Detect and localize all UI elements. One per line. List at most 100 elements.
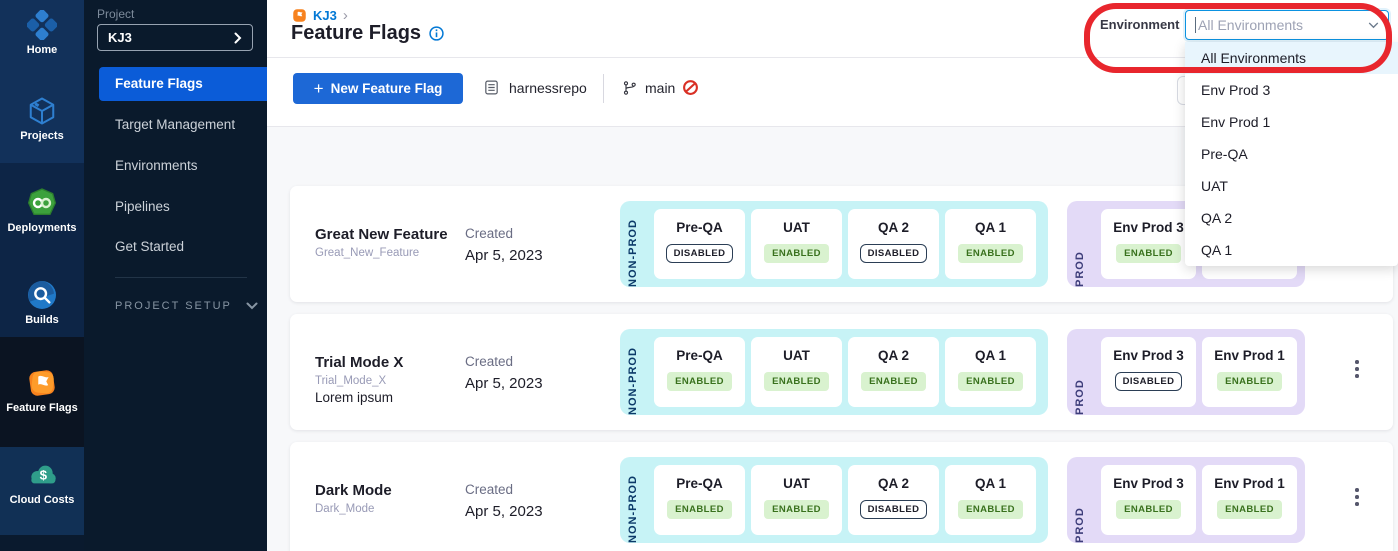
env-state-badge: ENABLED (667, 500, 732, 519)
repo-name: harnessrepo (509, 79, 587, 96)
rail-item-deployments[interactable]: Deployments (0, 186, 84, 234)
env-state-badge: ENABLED (764, 372, 829, 391)
projects-icon (0, 94, 84, 128)
env-option-pre-qa[interactable]: Pre-QA (1201, 146, 1248, 162)
rail-item-label: Feature Flags (6, 402, 78, 414)
env-state-badge: ENABLED (958, 500, 1023, 519)
environment-dropdown-menu: All Environments Env Prod 3 Env Prod 1 P… (1185, 42, 1398, 266)
flag-row-trial-mode-x[interactable]: Trial Mode X Trial_Mode_X Lorem ipsum Cr… (290, 314, 1393, 430)
env-state-badge: ENABLED (1116, 500, 1181, 519)
env-state-badge: ENABLED (1217, 372, 1282, 391)
rail-item-label: Home (26, 44, 58, 56)
breadcrumb: KJ3 › (292, 7, 348, 24)
env-option-all-environments[interactable]: All Environments (1185, 42, 1398, 74)
env-option-qa-1[interactable]: QA 1 (1201, 242, 1233, 258)
created-date: Apr 5, 2023 (465, 247, 543, 264)
env-card-pre-qa[interactable]: Pre-QA DISABLED (654, 209, 745, 279)
deployments-icon (0, 186, 84, 220)
flag-row-dark-mode[interactable]: Dark Mode Dark_Mode Created Apr 5, 2023 … (290, 442, 1393, 551)
flag-name: Great New Feature (315, 226, 448, 243)
env-card-qa-1[interactable]: QA 1 ENABLED (945, 209, 1036, 279)
breadcrumb-project-link[interactable]: KJ3 (313, 8, 337, 23)
rail-item-cloud-costs[interactable]: $ Cloud Costs (0, 458, 84, 506)
project-setup-toggle[interactable]: PROJECT SETUP (115, 300, 258, 312)
env-card-env-prod-3[interactable]: Env Prod 3 DISABLED (1101, 337, 1196, 407)
env-card-uat[interactable]: UAT ENABLED (751, 209, 842, 279)
rail-group-ccm (0, 447, 84, 535)
nonprod-section: NON-PROD Pre-QA ENABLED UAT ENABLED QA 2 EN… (620, 329, 1048, 415)
env-state-badge: ENABLED (958, 244, 1023, 263)
env-state-badge: ENABLED (958, 372, 1023, 391)
created-label: Created (465, 354, 514, 369)
breadcrumb-separator: › (342, 7, 348, 24)
env-card-pre-qa[interactable]: Pre-QA ENABLED (654, 465, 745, 535)
created-label: Created (465, 226, 514, 241)
env-state-badge: ENABLED (861, 372, 926, 391)
sidebar-item-feature-flags[interactable]: Feature Flags (99, 67, 267, 101)
header-divider (267, 57, 1398, 58)
rail-item-label: Cloud Costs (9, 494, 75, 506)
rail-item-feature-flags[interactable]: Feature Flags (0, 366, 84, 414)
svg-text:$: $ (40, 468, 48, 483)
env-state-badge: ENABLED (1116, 244, 1181, 263)
env-option-env-prod-1[interactable]: Env Prod 1 (1201, 114, 1271, 130)
rail-item-builds[interactable]: Builds (0, 278, 84, 326)
row-menu-kebab-icon[interactable] (1350, 488, 1364, 512)
sidebar-item-pipelines[interactable]: Pipelines (115, 199, 170, 214)
new-feature-flag-button[interactable]: + New Feature Flag (293, 73, 463, 104)
builds-icon (0, 278, 84, 312)
env-card-qa-2[interactable]: QA 2 DISABLED (848, 465, 939, 535)
flag-id: Dark_Mode (315, 503, 375, 515)
repo-selector[interactable]: harnessrepo (483, 79, 587, 96)
env-option-env-prod-3[interactable]: Env Prod 3 (1201, 82, 1271, 98)
env-state-badge: DISABLED (1114, 372, 1183, 391)
flag-id: Trial_Mode_X (315, 375, 387, 387)
rail-item-label: Deployments (7, 222, 77, 234)
env-state-badge: DISABLED (859, 244, 928, 263)
env-card-env-prod-3[interactable]: Env Prod 3 ENABLED (1101, 209, 1196, 279)
sidebar-item-get-started[interactable]: Get Started (115, 239, 185, 254)
env-state-badge: ENABLED (667, 372, 732, 391)
sidebar-item-target-management[interactable]: Target Management (115, 117, 236, 132)
branch-selector[interactable]: main (622, 79, 699, 96)
plus-icon: + (313, 78, 324, 98)
environment-filter-label: Environment (1100, 17, 1180, 32)
env-card-qa-1[interactable]: QA 1 ENABLED (945, 337, 1036, 407)
toolbar-separator (603, 74, 604, 103)
env-option-uat[interactable]: UAT (1201, 178, 1228, 194)
project-selector[interactable]: KJ3 (97, 24, 253, 51)
env-card-env-prod-3[interactable]: Env Prod 3 ENABLED (1101, 465, 1196, 535)
chevron-down-icon (246, 302, 258, 310)
env-card-qa-2[interactable]: QA 2 DISABLED (848, 209, 939, 279)
repository-icon (483, 79, 500, 96)
prod-label: PROD (1074, 251, 1086, 287)
created-date: Apr 5, 2023 (465, 375, 543, 392)
rail-item-home[interactable]: Home (0, 8, 84, 56)
env-option-qa-2[interactable]: QA 2 (1201, 210, 1233, 226)
env-card-qa-2[interactable]: QA 2 ENABLED (848, 337, 939, 407)
flag-id: Great_New_Feature (315, 247, 420, 259)
home-icon (0, 8, 84, 42)
env-state-badge: ENABLED (764, 500, 829, 519)
info-icon[interactable] (429, 26, 444, 41)
rail-item-projects[interactable]: Projects (0, 94, 84, 142)
chevron-down-icon (1368, 22, 1379, 29)
project-selector-value: KJ3 (108, 30, 132, 45)
sidebar-item-environments[interactable]: Environments (115, 158, 198, 173)
prod-section: PROD Env Prod 3 DISABLED Env Prod 1 ENABLE… (1067, 329, 1305, 415)
created-date: Apr 5, 2023 (465, 503, 543, 520)
env-state-badge: DISABLED (665, 244, 734, 263)
env-card-uat[interactable]: UAT ENABLED (751, 337, 842, 407)
rail-group-general (0, 0, 84, 163)
env-card-uat[interactable]: UAT ENABLED (751, 465, 842, 535)
flag-name: Dark Mode (315, 482, 392, 499)
env-card-pre-qa[interactable]: Pre-QA ENABLED (654, 337, 745, 407)
branch-name: main (645, 79, 676, 96)
env-card-qa-1[interactable]: QA 1 ENABLED (945, 465, 1036, 535)
row-menu-kebab-icon[interactable] (1350, 360, 1364, 384)
environment-select[interactable]: All Environments (1185, 10, 1389, 40)
